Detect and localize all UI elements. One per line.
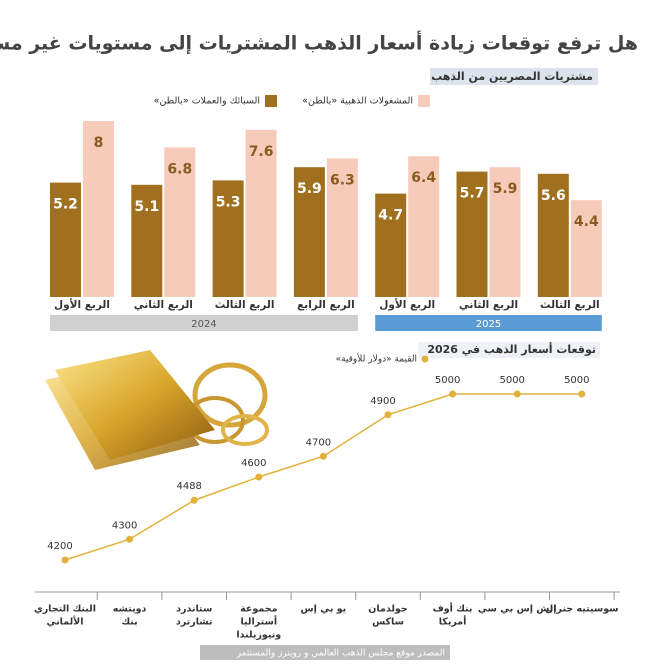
value-label: 6.4 [411, 170, 436, 186]
x-tick-label: ستاندرد [176, 604, 212, 615]
gold-illustration [45, 350, 269, 470]
value-label: 5.9 [493, 181, 518, 197]
bar [408, 156, 440, 297]
x-tick-label: إتش إس بي سي [478, 604, 557, 615]
value-label: 5000 [564, 375, 589, 386]
point [578, 390, 586, 398]
x-tick-label: تشارترد [176, 617, 213, 628]
x-tick-label: الربع الثالث [540, 299, 600, 311]
bar [212, 180, 244, 297]
value-label: 6.8 [167, 161, 192, 177]
bar [131, 184, 163, 297]
x-tick-label: مجموعة [240, 604, 277, 615]
bar [83, 121, 114, 297]
x-tick-label: بنك [121, 617, 137, 628]
x-tick-label: سوسيتيه جنرال [545, 604, 618, 615]
bar [570, 200, 602, 297]
page-title: هل ترفع توقعات زيادة أسعار الذهب المشتري… [0, 31, 638, 55]
source-box [200, 645, 450, 660]
value-label: 7.6 [249, 144, 274, 160]
year-band [375, 315, 602, 331]
x-tick-label: الربع الأول [379, 298, 435, 311]
point [384, 411, 392, 419]
year-band [50, 315, 358, 331]
bar [50, 182, 81, 297]
value-label: 4488 [176, 481, 201, 492]
x-tick-label: الربع الأول [54, 298, 110, 311]
x-tick-label: الربع الثاني [134, 299, 193, 311]
value-label: 5000 [499, 375, 524, 386]
x-tick-label: الربع الثاني [459, 299, 518, 311]
value-label: 5.7 [460, 186, 485, 202]
x-tick-label: الربع الرابع [297, 299, 355, 311]
bar [245, 129, 277, 297]
legend-label: السبائك والعملات «بالطن» [154, 96, 260, 107]
legend-label: المشغولات الذهبية «بالطن» [302, 96, 413, 107]
value-label: 5.3 [216, 194, 241, 210]
point [61, 556, 69, 564]
bar-subtitle: مشتريات المصريين من الذهب [431, 70, 593, 83]
point [126, 535, 134, 543]
source: المصدر موقع مجلس الذهب العالمي و رويترز … [236, 649, 445, 659]
point [513, 390, 521, 398]
bar [537, 173, 569, 297]
bar [489, 167, 521, 297]
value-label: 4.7 [378, 208, 403, 224]
legend-marker [421, 355, 429, 363]
point [255, 473, 263, 481]
point [449, 390, 457, 398]
x-tick-label: الألماني [46, 616, 83, 628]
bar [456, 171, 488, 297]
bar [293, 167, 325, 297]
bar [375, 193, 407, 297]
bar [326, 158, 358, 297]
x-tick-label: أستراليا [240, 615, 277, 628]
x-tick-label: البنك التجاري [34, 604, 96, 615]
x-tick-label: جولدمان [368, 604, 407, 615]
line-title: توقعات أسعار الذهب في 2026 [427, 342, 596, 356]
point [319, 452, 327, 460]
x-tick-label: يو بي إس [301, 604, 347, 615]
value-label: 4700 [306, 437, 331, 448]
value-label: 8 [94, 135, 104, 151]
point [190, 496, 198, 504]
value-label: 5.2 [53, 197, 78, 213]
x-tick-label: ساكس [372, 617, 404, 628]
value-label: 5000 [435, 375, 460, 386]
x-tick-label: دويتشه [113, 604, 147, 615]
x-tick-label: ونيوزيلندا [236, 630, 281, 641]
bar [164, 147, 196, 297]
x-tick-label: الربع الثالث [215, 299, 275, 311]
value-label: 4300 [112, 520, 137, 531]
value-label: 5.9 [297, 181, 322, 197]
subtitle-box [430, 68, 598, 85]
value-label: 4200 [47, 541, 72, 552]
value-label: 6.3 [330, 172, 355, 188]
value-label: 4.4 [574, 214, 599, 230]
x-tick-label: أمريكا [439, 615, 467, 628]
value-label: 5.6 [541, 188, 566, 204]
legend-swatch [265, 95, 277, 107]
year-label: 2025 [476, 319, 501, 330]
x-tick-label: بنك أوف [433, 602, 473, 615]
value-label: 4900 [370, 396, 395, 407]
legend-swatch [418, 95, 430, 107]
legend-label: القيمة «دولار للأوقية» [336, 353, 417, 365]
year-label: 2024 [191, 319, 216, 330]
value-label: 5.1 [134, 199, 159, 215]
value-label: 4600 [241, 458, 266, 469]
line-title-box [418, 342, 600, 358]
